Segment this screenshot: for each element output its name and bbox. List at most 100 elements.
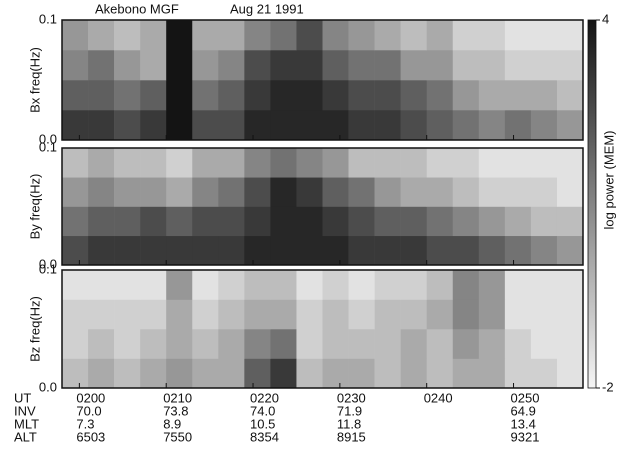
spectrogram-cell: [452, 206, 480, 237]
spectrogram-cell: [530, 206, 558, 237]
spectrogram-cell: [452, 177, 480, 207]
spectrogram-cell: [270, 148, 297, 178]
spectrogram-cell: [478, 329, 506, 359]
spectrogram-cell: [192, 177, 219, 207]
spectrogram-cell: [322, 329, 349, 359]
spectrogram-cell: [140, 206, 167, 237]
ephemeris-name: ALT: [14, 429, 37, 444]
spectrogram-cell: [478, 148, 506, 178]
spectrogram-cell: [426, 80, 454, 111]
spectrogram-cell: [244, 148, 271, 178]
spectrogram-cell: [296, 20, 323, 51]
spectrogram-cell: [166, 177, 193, 207]
spectrogram-cell: [348, 50, 375, 81]
spectrogram-cell: [478, 110, 506, 141]
spectrogram-cell: [114, 206, 141, 237]
ephemeris-value: 71.9: [337, 403, 362, 418]
spectrogram-cell: [88, 299, 115, 330]
spectrogram-cell: [374, 80, 401, 111]
spectrogram-cell: [192, 50, 219, 81]
spectrogram-cell: [478, 50, 506, 81]
spectrogram-cell: [88, 148, 115, 178]
spectrogram-cell: [62, 20, 89, 51]
spectrogram-cell: [426, 358, 454, 389]
spectrogram-cell: [530, 358, 558, 389]
spectrogram-cell: [452, 299, 480, 330]
spectrogram-cell: [88, 329, 115, 359]
spectrogram-cell: [62, 148, 89, 178]
spectrogram-cell: [270, 299, 297, 330]
y-tick-label: 0.1: [39, 11, 57, 26]
spectrogram-cell: [556, 270, 584, 300]
spectrogram-cell: [218, 110, 245, 141]
ephemeris-value: 9321: [511, 429, 540, 444]
spectrogram-cell: [244, 329, 271, 359]
spectrogram-cell: [348, 270, 375, 300]
spectrogram-cell: [218, 20, 245, 51]
x-axis-label: UT: [14, 390, 31, 405]
spectrogram-cell: [478, 20, 506, 51]
spectrogram-cell: [218, 50, 245, 81]
ephemeris-value: 64.9: [511, 403, 536, 418]
spectrogram-cell: [166, 329, 193, 359]
spectrogram-cell: [478, 235, 506, 266]
spectrogram-cell: [322, 299, 349, 330]
spectrogram-cell: [166, 80, 193, 111]
spectrogram-cell: [322, 235, 349, 266]
spectrogram-cell: [504, 235, 532, 266]
spectrogram-cell: [452, 148, 480, 178]
spectrogram-cell: [270, 206, 297, 237]
spectrogram-cell: [192, 235, 219, 266]
spectrogram-cell: [244, 110, 271, 141]
spectrogram-cell: [374, 235, 401, 266]
spectrogram-cell: [114, 20, 141, 51]
spectrogram-cell: [88, 235, 115, 266]
spectrogram-cell: [114, 80, 141, 111]
spectrogram-cell: [192, 80, 219, 111]
spectrogram-cell: [348, 80, 375, 111]
ephemeris-value: 73.8: [163, 403, 188, 418]
ephemeris-name: MLT: [14, 416, 39, 431]
ephemeris-value: 8354: [250, 429, 279, 444]
spectrogram-cell: [504, 206, 532, 237]
spectrogram-cell: [400, 329, 427, 359]
spectrogram-cell: [504, 110, 532, 141]
spectrogram-cell: [192, 206, 219, 237]
spectrogram-cell: [192, 329, 219, 359]
spectrogram-cell: [296, 110, 323, 141]
spectrogram-cell: [88, 206, 115, 237]
spectrogram-cell: [244, 299, 271, 330]
spectrogram-cell: [426, 177, 454, 207]
spectrogram-cell: [192, 148, 219, 178]
spectrogram-cell: [322, 177, 349, 207]
spectrogram-cell: [348, 206, 375, 237]
spectrogram-cell: [322, 270, 349, 300]
spectrogram-cell: [114, 110, 141, 141]
spectrogram-cell: [296, 80, 323, 111]
spectrogram-cell: [192, 299, 219, 330]
y-axis-label: Bz freq(Hz): [27, 296, 42, 362]
spectrogram-cell: [452, 110, 480, 141]
spectrogram-cell: [140, 270, 167, 300]
spectrogram-cell: [270, 270, 297, 300]
spectrogram-cell: [452, 270, 480, 300]
x-tick-label: 0240: [424, 390, 453, 405]
spectrogram-cell: [426, 110, 454, 141]
spectrogram-cell: [140, 50, 167, 81]
ephemeris-value: 11.8: [337, 416, 361, 431]
panel-frame: [61, 269, 584, 389]
spectrogram-cell: [504, 148, 532, 178]
colorbar-tick-label: -2: [602, 379, 614, 394]
spectrogram-cell: [166, 50, 193, 81]
spectrogram-cell: [62, 299, 89, 330]
spectrogram-cell: [426, 206, 454, 237]
x-tick-label: 0250: [511, 390, 540, 405]
spectrogram-cell: [530, 235, 558, 266]
spectrogram-cell: [270, 358, 297, 389]
spectrogram-cell: [140, 358, 167, 389]
spectrogram-cell: [218, 329, 245, 359]
spectrogram-cell: [504, 20, 532, 51]
spectrogram-cell: [374, 270, 401, 300]
spectrogram-cell: [114, 235, 141, 266]
y-tick-label: 0.1: [39, 261, 57, 276]
